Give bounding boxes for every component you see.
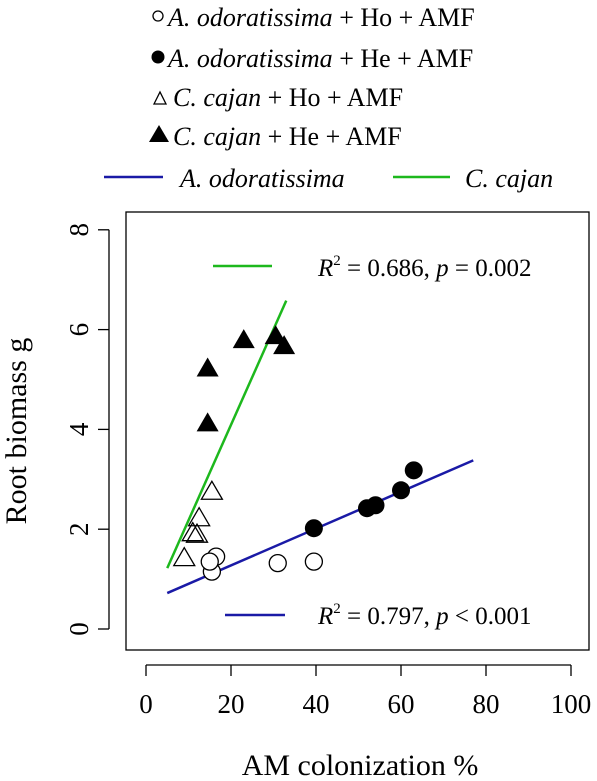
legend-label: A. odoratissima + He + AMF (166, 44, 473, 73)
y-tick-label: 8 (64, 223, 94, 237)
x-axis-title: AM colonization % (242, 749, 479, 781)
data-point-open-triangle (187, 506, 211, 527)
filled-circle-icon (151, 50, 165, 64)
x-tick-label: 40 (303, 689, 330, 719)
data-points (172, 325, 423, 581)
data-point-open-triangle (185, 522, 209, 543)
y-tick-label: 4 (64, 422, 94, 436)
x-tick-label: 0 (139, 689, 153, 719)
data-point-filled-circle (404, 461, 423, 480)
y-tick-label: 0 (64, 622, 94, 636)
filled-triangle-icon (149, 125, 169, 142)
y-tick-label: 6 (64, 323, 94, 337)
open-triangle-icon (152, 90, 168, 105)
data-point-filled-triangle (273, 335, 296, 355)
data-point-filled-triangle (232, 329, 255, 349)
y-axis: 0 2 4 6 8 (64, 223, 110, 636)
data-point-filled-triangle (264, 325, 287, 345)
legend-entry-open-circle: A. odoratissima + Ho + AMF (152, 3, 475, 32)
legend-entry-filled-circle: A. odoratissima + He + AMF (151, 44, 473, 73)
r2-label: R2 = 0.797, p < 0.001 (317, 601, 532, 630)
legend-label: A. odoratissima + Ho + AMF (166, 3, 475, 32)
x-tick-label: 60 (388, 689, 415, 719)
y-tick-label: 2 (64, 522, 94, 536)
y-axis-title: Root biomass g (0, 338, 33, 525)
open-circle-icon (152, 10, 164, 22)
legend-line-c-cajan: C. cajan (393, 164, 553, 193)
data-point-open-circle (200, 552, 219, 571)
data-point-open-triangle (172, 546, 196, 567)
x-tick-label: 100 (551, 689, 592, 719)
legend-label: C. cajan + Ho + AMF (173, 83, 403, 112)
data-point-filled-triangle (196, 357, 219, 377)
data-point-filled-circle (366, 496, 385, 515)
data-point-open-circle (268, 553, 287, 573)
legend-line-a-odoratissima: A. odoratissima (104, 164, 345, 193)
x-axis: 0 20 40 60 80 100 (139, 664, 592, 719)
legend-line-label: A. odoratissima (178, 164, 345, 193)
data-point-filled-circle (392, 481, 410, 500)
annotation-a-odoratissima: R2 = 0.797, p < 0.001 (225, 601, 532, 630)
legend-label: C. cajan + He + AMF (173, 122, 402, 151)
annotation-c-cajan: R2 = 0.686, p = 0.002 (213, 253, 532, 282)
legend-line-label: C. cajan (465, 164, 553, 193)
legend-entry-filled-triangle: C. cajan + He + AMF (149, 122, 402, 151)
data-point-open-triangle (181, 521, 205, 542)
plot-frame (125, 211, 590, 651)
x-tick-label: 80 (473, 689, 500, 719)
r2-label: R2 = 0.686, p = 0.002 (317, 253, 532, 282)
fit-line (166, 300, 288, 569)
data-point-open-triangle (200, 479, 224, 500)
data-point-filled-triangle (196, 412, 219, 432)
legend-entry-open-triangle: C. cajan + Ho + AMF (152, 83, 403, 112)
legend: A. odoratissima + Ho + AMF A. odoratissi… (104, 3, 553, 193)
data-point-open-circle (304, 552, 324, 571)
x-tick-label: 20 (218, 689, 245, 719)
data-point-filled-circle (304, 519, 323, 538)
